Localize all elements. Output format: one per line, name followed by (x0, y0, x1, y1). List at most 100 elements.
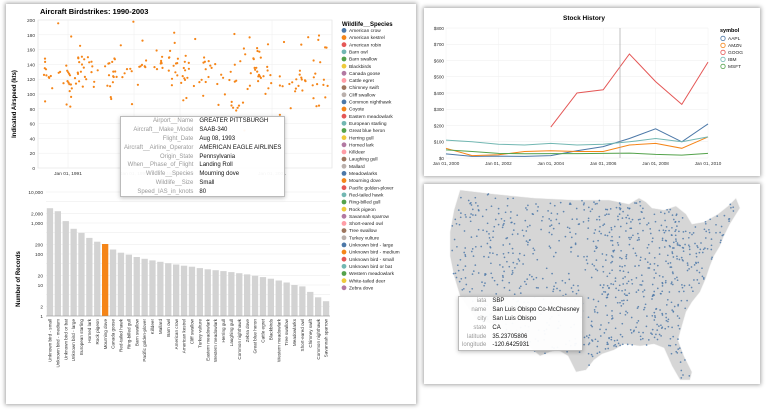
airport-point[interactable] (672, 310, 675, 313)
airport-point[interactable] (585, 259, 588, 261)
airport-point[interactable] (663, 212, 666, 215)
airport-point[interactable] (598, 218, 601, 221)
airport-point[interactable] (583, 209, 586, 211)
airport-point[interactable] (553, 204, 556, 207)
strike-point[interactable] (93, 80, 96, 83)
airport-point[interactable] (628, 243, 631, 246)
airport-point[interactable] (638, 238, 640, 241)
airport-point[interactable] (653, 256, 656, 259)
airport-point[interactable] (605, 328, 607, 331)
airport-point[interactable] (678, 317, 681, 320)
airport-point[interactable] (716, 215, 719, 217)
airport-point[interactable] (648, 252, 651, 254)
legend-item[interactable]: Unknown bird - small (349, 257, 394, 263)
airport-point[interactable] (668, 344, 670, 347)
airport-point[interactable] (598, 199, 601, 202)
strike-point[interactable] (291, 81, 294, 84)
airport-point[interactable] (599, 328, 601, 331)
strike-point[interactable] (278, 84, 281, 87)
legend-item[interactable]: Laughing gull (349, 157, 378, 163)
legend-item[interactable]: Chimney swift (349, 85, 380, 91)
strike-point[interactable] (167, 56, 171, 59)
legend-swatch[interactable] (341, 135, 347, 141)
airport-point[interactable] (570, 287, 573, 289)
airport-point[interactable] (671, 234, 673, 237)
airport-point[interactable] (503, 256, 506, 259)
airport-point[interactable] (637, 305, 640, 308)
legend-item[interactable]: Canada goose (349, 71, 381, 77)
airport-point[interactable] (682, 231, 685, 233)
strike-point[interactable] (180, 81, 183, 84)
airport-point[interactable] (670, 266, 673, 268)
airport-point[interactable] (658, 253, 661, 255)
airport-point[interactable] (613, 339, 616, 342)
airport-point[interactable] (489, 246, 492, 249)
legend-item[interactable]: White-tailed deer (349, 278, 386, 284)
airport-point[interactable] (604, 234, 607, 236)
airport-point[interactable] (531, 275, 533, 278)
airport-point[interactable] (676, 255, 678, 258)
airport-point[interactable] (525, 240, 528, 242)
strike-point[interactable] (57, 22, 60, 25)
airport-point[interactable] (524, 219, 527, 222)
airport-point[interactable] (569, 231, 571, 234)
airport-point[interactable] (667, 262, 670, 265)
airport-point[interactable] (627, 280, 630, 283)
strike-point[interactable] (136, 83, 139, 86)
strike-point[interactable] (278, 113, 281, 116)
strike-point[interactable] (112, 75, 115, 79)
airport-point[interactable] (708, 231, 711, 234)
airport-point[interactable] (630, 332, 633, 334)
records-bar[interactable] (102, 244, 109, 316)
airport-point[interactable] (590, 324, 593, 327)
airport-point[interactable] (689, 253, 691, 256)
airport-point[interactable] (501, 274, 504, 277)
airport-point[interactable] (701, 275, 704, 278)
airport-point[interactable] (630, 316, 633, 319)
airport-point[interactable] (451, 225, 454, 227)
airport-point[interactable] (630, 227, 633, 230)
legend-swatch[interactable] (341, 278, 347, 284)
airport-point[interactable] (673, 247, 675, 249)
strike-point[interactable] (43, 67, 46, 70)
strike-point[interactable] (322, 78, 325, 81)
airport-point[interactable] (670, 281, 673, 283)
airport-point[interactable] (594, 338, 597, 341)
airport-point[interactable] (715, 231, 717, 234)
airport-point[interactable] (653, 319, 656, 321)
airport-point[interactable] (588, 364, 590, 366)
airport-point[interactable] (732, 210, 735, 212)
airport-point[interactable] (610, 283, 612, 285)
airport-point[interactable] (671, 271, 674, 273)
strike-point[interactable] (160, 62, 163, 65)
records-bar[interactable] (117, 252, 125, 316)
airport-point[interactable] (553, 285, 555, 288)
airport-point[interactable] (552, 255, 555, 258)
airport-point[interactable] (587, 352, 590, 355)
airport-point[interactable] (589, 210, 592, 213)
airport-point[interactable] (696, 269, 698, 272)
airport-point[interactable] (704, 247, 706, 249)
stock-legend-swatch[interactable] (720, 63, 726, 70)
strike-point[interactable] (183, 60, 186, 63)
airport-point[interactable] (481, 289, 483, 292)
strike-point[interactable] (264, 92, 267, 95)
strike-point[interactable] (278, 75, 281, 78)
legend-item[interactable]: Common nighthawk (349, 100, 392, 106)
airport-point[interactable] (656, 287, 659, 290)
strike-point[interactable] (200, 78, 203, 81)
airport-point[interactable] (618, 213, 621, 215)
airport-point[interactable] (610, 338, 613, 341)
strike-point[interactable] (45, 74, 48, 77)
stock-legend-swatch[interactable] (720, 35, 726, 41)
airport-point[interactable] (678, 230, 680, 233)
airport-point[interactable] (474, 245, 477, 248)
strike-point[interactable] (223, 93, 226, 96)
airport-point[interactable] (457, 209, 460, 211)
airport-point[interactable] (532, 213, 535, 216)
airport-point[interactable] (550, 219, 552, 222)
airport-point[interactable] (519, 292, 522, 294)
airport-point[interactable] (635, 202, 638, 204)
airport-point[interactable] (596, 202, 598, 205)
airport-point[interactable] (464, 254, 467, 256)
